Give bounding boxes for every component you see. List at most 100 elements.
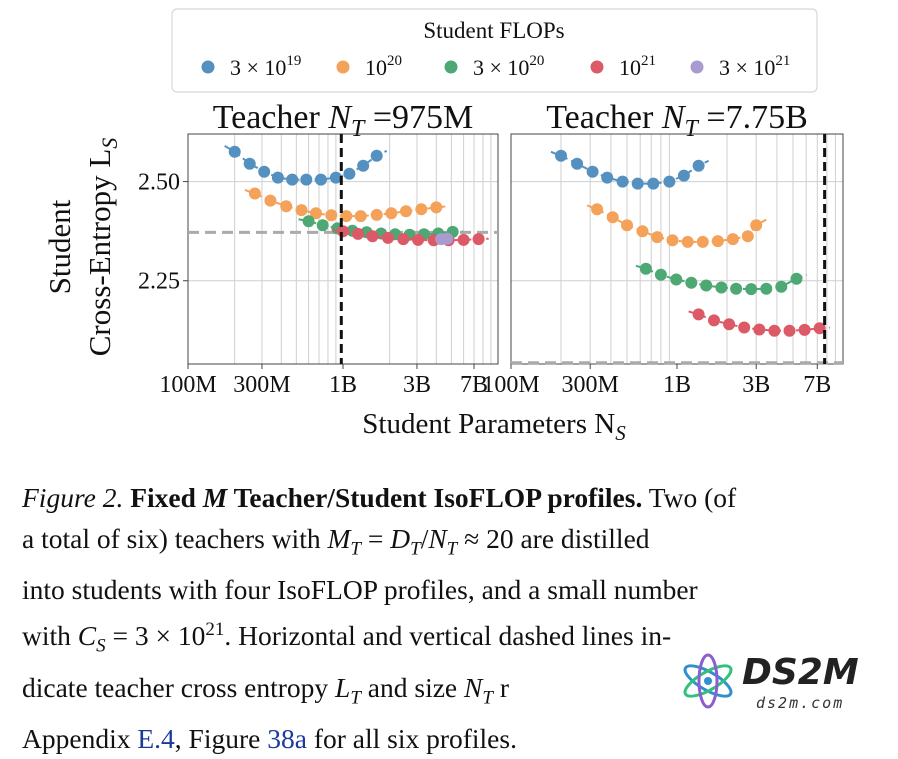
data-point [601,171,614,184]
data-point [400,205,412,218]
series-group [224,145,489,247]
data-point [813,322,826,335]
data-point [271,171,284,184]
data-point [715,281,728,294]
data-point [258,165,271,178]
caption-figure-label: Figure 2. [22,482,124,513]
data-point [750,219,763,232]
caption-line-1: Figure 2. Fixed M Teacher/Student IsoFLO… [22,482,737,513]
data-point [692,159,705,172]
data-point [636,225,649,238]
legend-label: 3 × 1020 [473,53,544,80]
data-point [248,187,261,200]
data-point [370,149,383,162]
data-point [340,210,353,223]
data-point [700,279,713,292]
data-point [441,232,454,245]
data-point [300,173,313,186]
data-point [651,231,664,244]
data-point [286,173,299,186]
x-tick-label: 7B [803,372,831,398]
data-point [790,272,803,285]
data-point [760,282,773,295]
appendix-link[interactable]: E.4 [137,722,175,754]
data-point [555,149,567,162]
data-point [354,210,367,223]
data-point [711,235,724,248]
data-point [639,262,652,275]
legend-title: Student FLOPs [423,18,564,43]
data-point [337,225,349,238]
data-point [472,233,485,246]
data-point [666,234,679,247]
legend-entries: 3 × 1019 1020 3 × 1020 1021 3 × 1021 [201,53,790,80]
data-point [783,324,796,337]
data-point [397,233,410,246]
data-point [708,314,720,327]
data-point [264,194,277,207]
data-point [329,171,342,184]
figure-svg: Student FLOPs 3 × 1019 1020 3 × 1020 1021 3 … [42,8,844,445]
y-axis-label-line1: Student [42,199,77,294]
legend-marker [336,60,350,74]
data-point [654,268,667,281]
x-axis-label: Student Parameters NS [362,408,626,445]
legend-label: 1020 [365,53,402,80]
data-point [726,233,739,246]
caption-line-2: a total of six) teachers with MT = DT/NT… [22,522,650,560]
data-point [616,175,629,188]
data-point [730,282,743,295]
legend-marker [690,60,704,74]
legend-label: 3 × 1021 [719,53,790,80]
data-point [647,177,660,190]
data-point [571,157,584,170]
data-point [280,200,293,213]
watermark-logo-text: DS2M [742,652,859,693]
caption-line-5: dicate teacher cross entropy LT and size… [22,671,509,709]
figure-caption: Figure 2. Fixed M Teacher/Student IsoFLO… [22,478,880,759]
x-tick-label: 100M [482,372,539,398]
data-point [663,175,676,188]
data-point [243,157,256,170]
data-point [310,207,322,220]
y-tick-label: 2.50 [138,170,180,196]
data-point [745,283,758,296]
data-point [457,233,470,246]
data-point [295,204,308,217]
data-point [738,321,751,334]
x-tick-label: 3B [403,372,431,398]
data-point [415,203,428,216]
data-point [692,308,705,321]
data-point [412,233,425,246]
data-point [370,208,383,221]
series-group [550,149,830,337]
figure-link[interactable]: 38a [267,722,307,754]
legend-frame [171,8,818,93]
legend-marker [201,60,215,74]
data-point [670,273,683,286]
data-point [696,235,709,248]
legend-label: 1021 [619,53,656,80]
x-tick-label: 100M [159,372,216,398]
data-point [723,318,736,331]
panel-teacher-975m: Teacher NT =975M 100M 300M 1B 3B 7B 2.50 2.25 [138,99,499,398]
data-point [685,276,698,289]
legend-marker [590,60,604,74]
watermark: DS2M ds2m.com [672,646,892,716]
data-point [352,227,364,240]
data-point [357,159,370,172]
caption-line-4: with CS = 3 × 1021. Horizontal and verti… [22,619,672,657]
data-point [314,173,327,186]
data-point [228,145,241,158]
data-point [343,167,356,180]
legend-marker [444,60,458,74]
data-point [677,169,690,182]
panel-title: Teacher NT =975M [213,99,474,142]
legend: Student FLOPs 3 × 1019 1020 3 × 1020 1021 3 … [171,8,818,93]
panel-title: Teacher NT =7.75B [546,99,808,142]
data-point [631,177,644,190]
data-point [621,219,633,232]
data-point [366,230,379,243]
data-point [681,235,694,248]
data-point [741,230,754,243]
